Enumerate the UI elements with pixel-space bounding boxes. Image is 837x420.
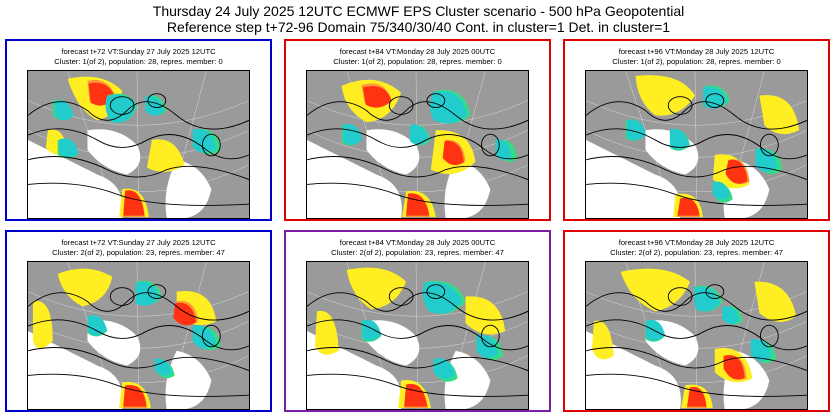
cluster-2-t72-panel[interactable]: forecast t+72 VT:Sunday 27 July 2025 12U… — [5, 230, 272, 412]
panel-forecast-caption: forecast t+72 VT:Sunday 27 July 2025 12U… — [61, 47, 216, 56]
cluster-2-t96-panel[interactable]: forecast t+96 VT:Monday 28 July 2025 12U… — [563, 230, 830, 412]
panel-cluster-caption: Cluster: 2(of 2), population: 23, repres… — [610, 248, 783, 257]
panel-cluster-caption: Cluster: 1(of 2), population: 28, repres… — [612, 57, 781, 66]
cluster-2-t84-panel[interactable]: forecast t+84 VT:Monday 28 July 2025 00U… — [284, 230, 551, 412]
panel-cluster-caption: Cluster: 1(of 2), population: 28, repres… — [54, 57, 223, 66]
panel-forecast-caption: forecast t+96 VT:Monday 28 July 2025 12U… — [618, 47, 775, 56]
geopotential-map — [585, 70, 808, 219]
panel-forecast-caption: forecast t+84 VT:Monday 28 July 2025 00U… — [339, 238, 496, 247]
cluster-1-t72-panel[interactable]: forecast t+72 VT:Sunday 27 July 2025 12U… — [5, 39, 272, 221]
geopotential-map — [306, 70, 529, 219]
panel-cluster-caption: Cluster: 2(of 2), population: 23, repres… — [331, 248, 504, 257]
cluster-1-t96-panel[interactable]: forecast t+96 VT:Monday 28 July 2025 12U… — [563, 39, 830, 221]
panel-forecast-caption: forecast t+84 VT:Monday 28 July 2025 00U… — [339, 47, 496, 56]
geopotential-map — [585, 261, 808, 410]
panel-cluster-caption: Cluster: 2(of 2), population: 23, repres… — [52, 248, 225, 257]
geopotential-map — [27, 70, 250, 219]
geopotential-map — [27, 261, 250, 410]
panel-forecast-caption: forecast t+96 VT:Monday 28 July 2025 12U… — [618, 238, 775, 247]
cluster-1-t84-panel[interactable]: forecast t+84 VT:Monday 28 July 2025 00U… — [284, 39, 551, 221]
geopotential-map — [306, 261, 529, 410]
panel-forecast-caption: forecast t+72 VT:Sunday 27 July 2025 12U… — [61, 238, 216, 247]
page-title: Thursday 24 July 2025 12UTC ECMWF EPS Cl… — [152, 3, 685, 19]
page-subtitle: Reference step t+72-96 Domain 75/340/30/… — [166, 19, 671, 35]
panel-cluster-caption: Cluster: 1(of 2), population: 28, repres… — [333, 57, 502, 66]
